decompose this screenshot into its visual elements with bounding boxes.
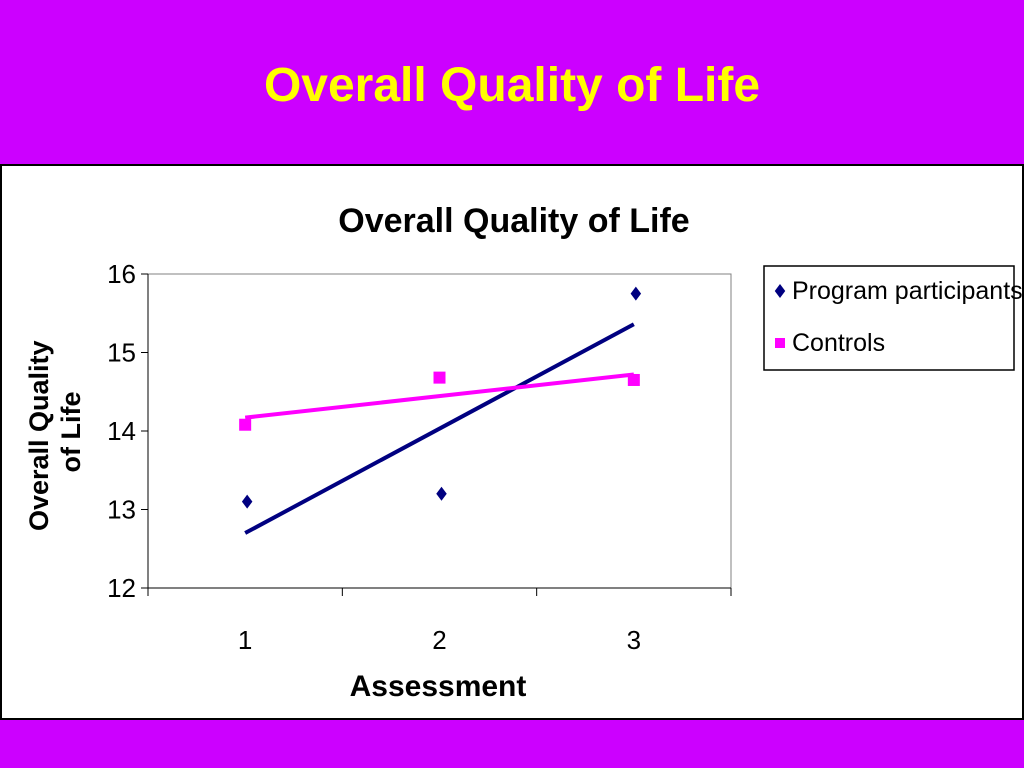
y-ticks: 12 13 14 15 16 bbox=[107, 259, 148, 603]
y-tick-label: 16 bbox=[107, 259, 136, 289]
trendlines bbox=[244, 322, 635, 535]
trendline-controls bbox=[244, 372, 635, 420]
legend-items: Program participants Controls bbox=[774, 277, 1022, 357]
x-axis-label: Assessment bbox=[350, 670, 527, 703]
y-tick-label: 13 bbox=[107, 495, 136, 525]
x-tick-label: 2 bbox=[432, 625, 446, 655]
participants-point bbox=[630, 286, 642, 301]
x-tick-label: 1 bbox=[238, 625, 252, 655]
legend-marker-controls bbox=[775, 338, 785, 348]
chart-title: Overall Quality of Life bbox=[338, 202, 689, 240]
trendline-participants bbox=[244, 322, 635, 535]
controls-point bbox=[627, 373, 640, 386]
participants-point bbox=[436, 486, 447, 501]
legend-label-participants: Program participants bbox=[792, 277, 1022, 305]
legend: Program participants Controls bbox=[763, 265, 1022, 371]
legend-label-controls: Controls bbox=[792, 329, 885, 357]
x-tick-label: 3 bbox=[627, 625, 641, 655]
slide-title: Overall Quality of Life bbox=[263, 59, 761, 112]
participants-point bbox=[241, 494, 253, 509]
controls-point bbox=[239, 418, 252, 431]
controls-point bbox=[433, 371, 446, 384]
data-points bbox=[239, 286, 642, 509]
y-tick-label: 14 bbox=[107, 416, 136, 446]
legend-box bbox=[763, 265, 1015, 371]
plot-frame bbox=[147, 273, 732, 589]
y-axis-label: Overall Quality of Life bbox=[24, 333, 86, 531]
y-axis-label-line2: of Life bbox=[56, 392, 86, 473]
y-tick-label: 12 bbox=[107, 573, 136, 603]
x-ticks: 1 2 3 bbox=[147, 588, 732, 655]
y-axis-label-line1: Overall Quality bbox=[24, 340, 54, 531]
legend-marker-participants bbox=[774, 284, 786, 298]
y-tick-label: 15 bbox=[107, 338, 136, 368]
